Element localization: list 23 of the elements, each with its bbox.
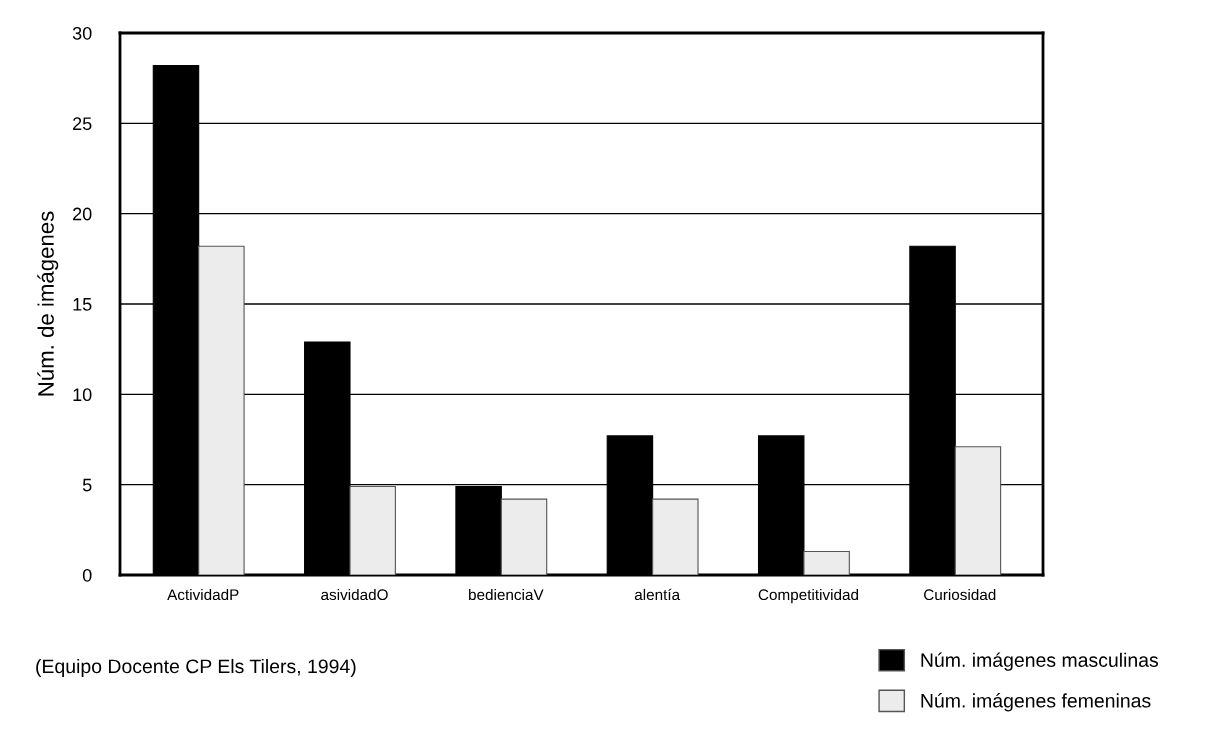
y-tick-label: 0 — [82, 568, 92, 582]
bar — [954, 446, 1002, 575]
x-tick-label: Competitividad — [758, 588, 859, 604]
legend-label: Núm. imágenes femeninas — [921, 693, 1151, 712]
y-tick-label: 25 — [73, 117, 92, 131]
y-tick-label: 20 — [73, 207, 92, 221]
y-tick-label: 5 — [82, 478, 92, 492]
y-tick-label: 10 — [73, 388, 92, 402]
bar — [349, 485, 396, 575]
bar — [652, 498, 699, 575]
x-tick-label: ActividadP — [167, 588, 239, 601]
x-tick-label: asividadO — [321, 588, 388, 601]
x-tick-label: alentía — [634, 588, 681, 601]
x-tick-label: bedienciaV — [469, 588, 544, 601]
bar — [803, 550, 850, 575]
bar — [500, 498, 548, 575]
bar — [198, 245, 245, 575]
legend-label: Núm. imágenes masculinas — [921, 652, 1159, 671]
y-tick-label: 30 — [72, 26, 92, 40]
text: (Equipo Docente CP Els Tilers, 1994) — [36, 658, 356, 678]
y-axis-title: Núm. de imágenes — [37, 211, 59, 396]
y-tick-label: 15 — [73, 298, 92, 311]
x-tick-label: Curiosidad — [924, 588, 996, 601]
